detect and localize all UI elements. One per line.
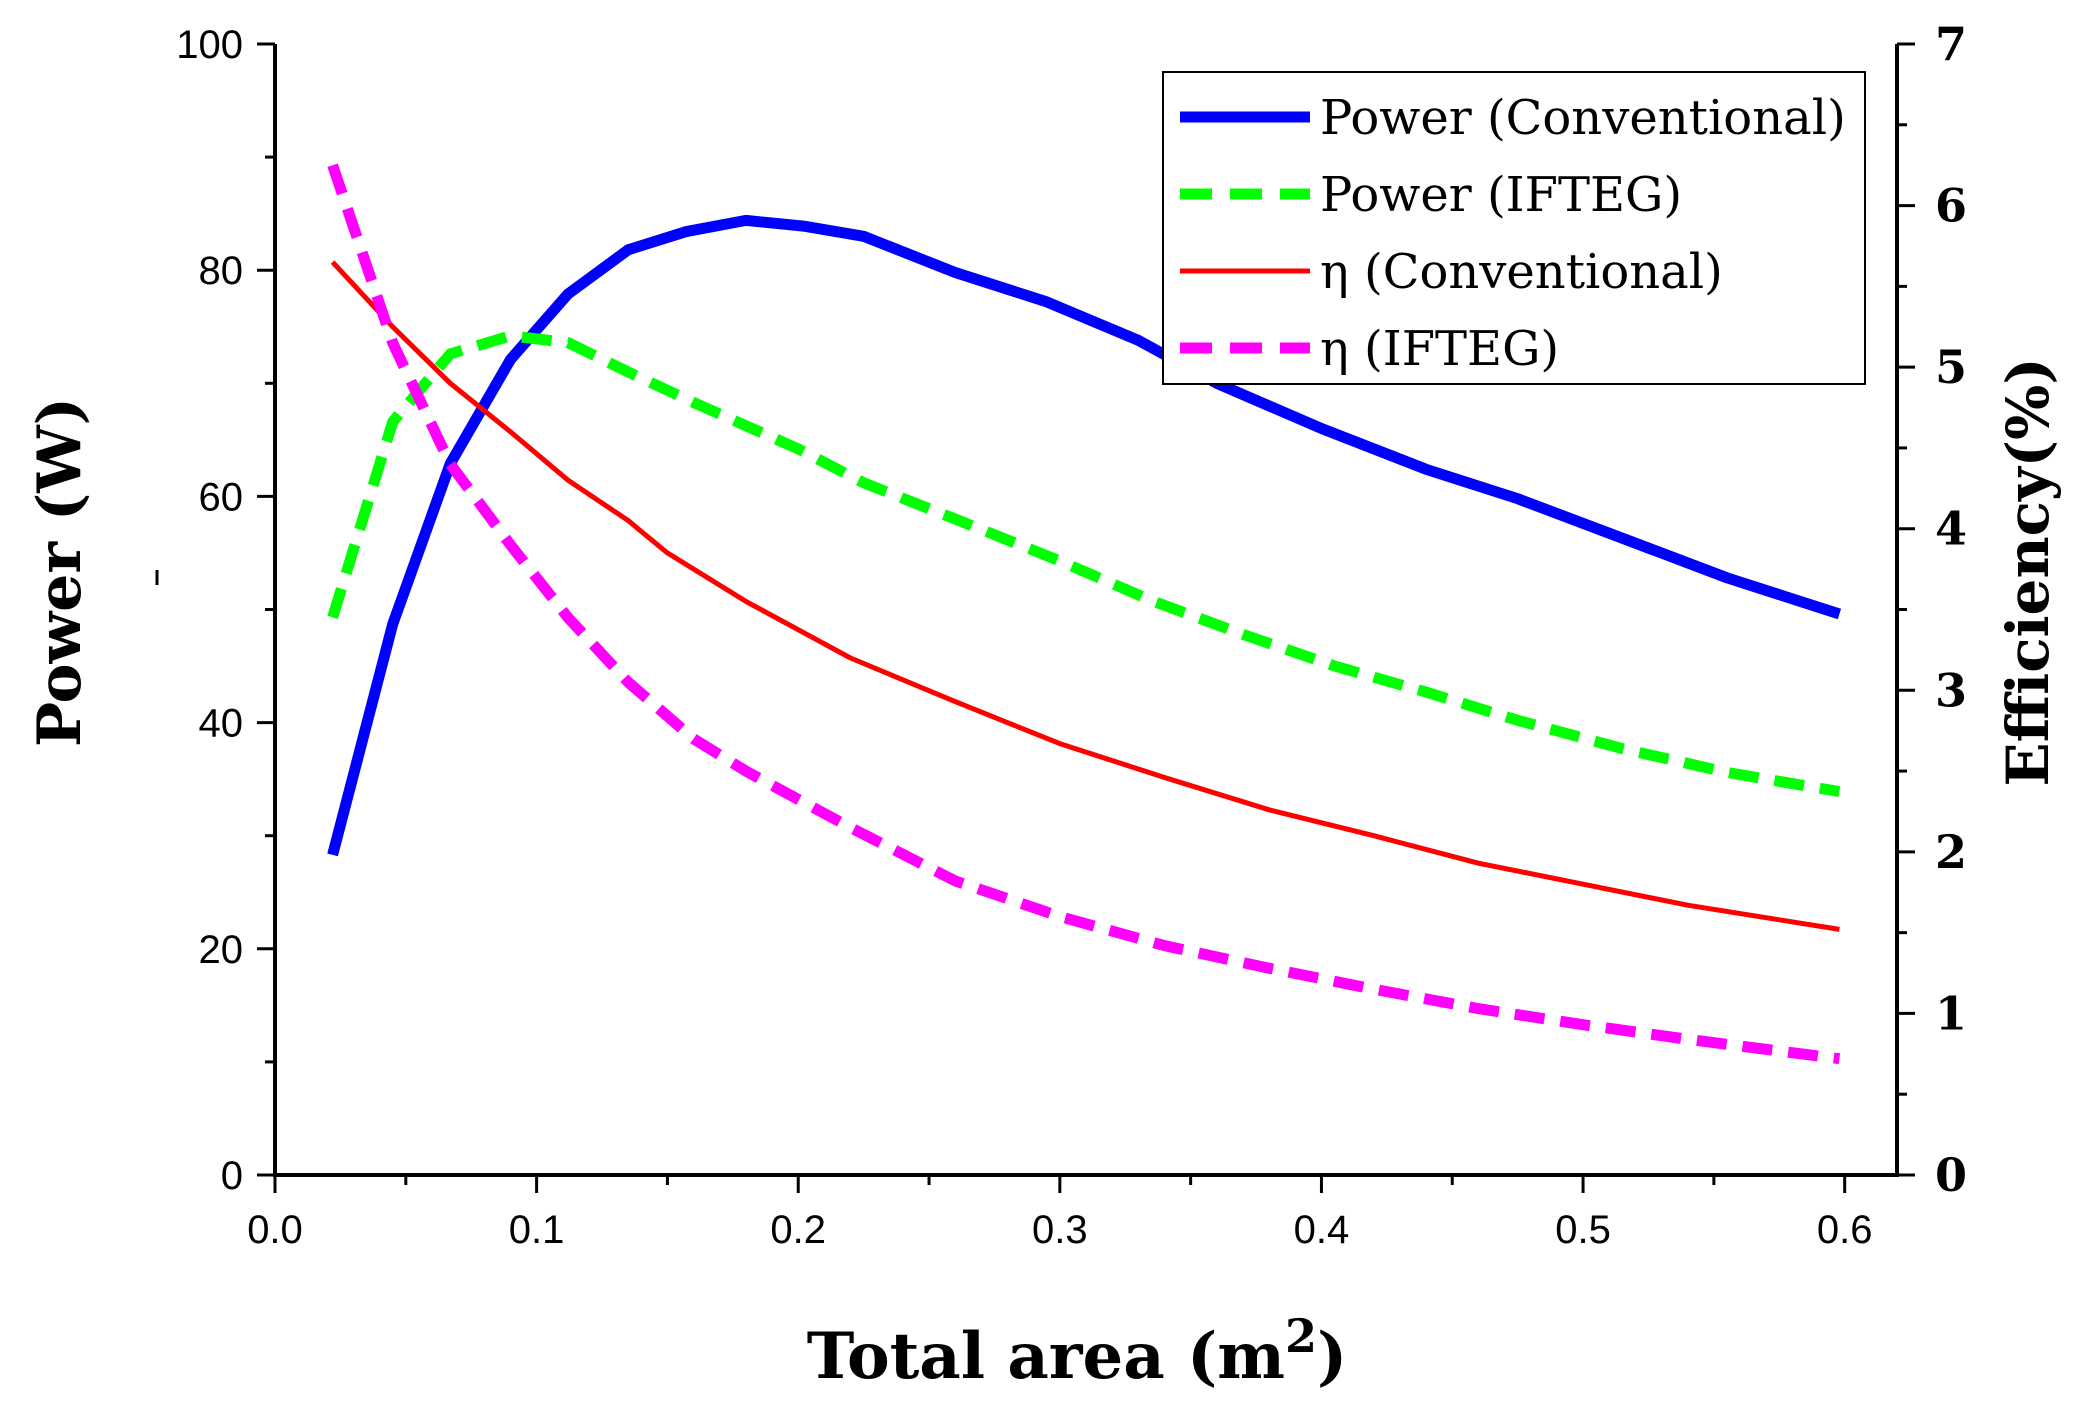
y2-tick-label: 0: [1935, 1148, 1967, 1202]
y2-tick-label: 7: [1935, 17, 1967, 71]
x-tick-label: 0.3: [1032, 1208, 1088, 1252]
y2-tick-label: 4: [1935, 502, 1967, 556]
series-line-3: [327, 163, 1841, 1065]
y2-tick-label: 5: [1935, 340, 1967, 394]
y-tick-label: 40: [199, 702, 244, 746]
y2-tick-label: 3: [1935, 663, 1967, 717]
y-tick-label: 60: [199, 475, 244, 519]
legend-label-0: Power (Conventional): [1320, 90, 1846, 146]
series-line-2: [330, 260, 1840, 932]
legend-label-2: η (Conventional): [1320, 244, 1723, 300]
y-tick-label: 0: [221, 1154, 243, 1198]
y-axis-ticks: 0 20 40 60 80 100: [176, 23, 275, 1198]
y-tick-label: 20: [199, 928, 244, 972]
x-axis-title: Total area (m2): [807, 1309, 1348, 1394]
y2-tick-label: 2: [1935, 825, 1967, 879]
legend-label-3: η (IFTEG): [1320, 321, 1559, 377]
legend: Power (Conventional) Power (IFTEG) η (Conv…: [1162, 71, 1866, 385]
x-tick-label: 0.1: [509, 1208, 565, 1252]
y-tick-label: 80: [199, 249, 244, 293]
series-line-1: [327, 330, 1841, 798]
legend-label-1: Power (IFTEG): [1320, 167, 1682, 223]
y2-axis-title: Efficiency(%): [1994, 357, 2062, 786]
x-tick-label: 0.5: [1555, 1208, 1611, 1252]
series-line-0: [327, 214, 1842, 857]
y2-tick-label: 6: [1935, 179, 1967, 233]
legend-box: [1162, 71, 1866, 385]
x-tick-label: 0.6: [1817, 1208, 1873, 1252]
y-axis-title: Power (W): [25, 397, 95, 747]
y-tick-label: 100: [176, 23, 243, 67]
x-tick-label: 0.0: [247, 1208, 303, 1252]
x-tick-label: 0.2: [770, 1208, 826, 1252]
y2-axis-ticks: 0 1 2 3 4 5 6 7: [1897, 17, 1967, 1202]
x-tick-label: 0.4: [1294, 1208, 1350, 1252]
x-axis-ticks: 0.0 0.1 0.2 0.3 0.4 0.5 0.6: [247, 1175, 1872, 1252]
series-layer: [327, 163, 1842, 1065]
y2-tick-label: 1: [1935, 986, 1967, 1040]
